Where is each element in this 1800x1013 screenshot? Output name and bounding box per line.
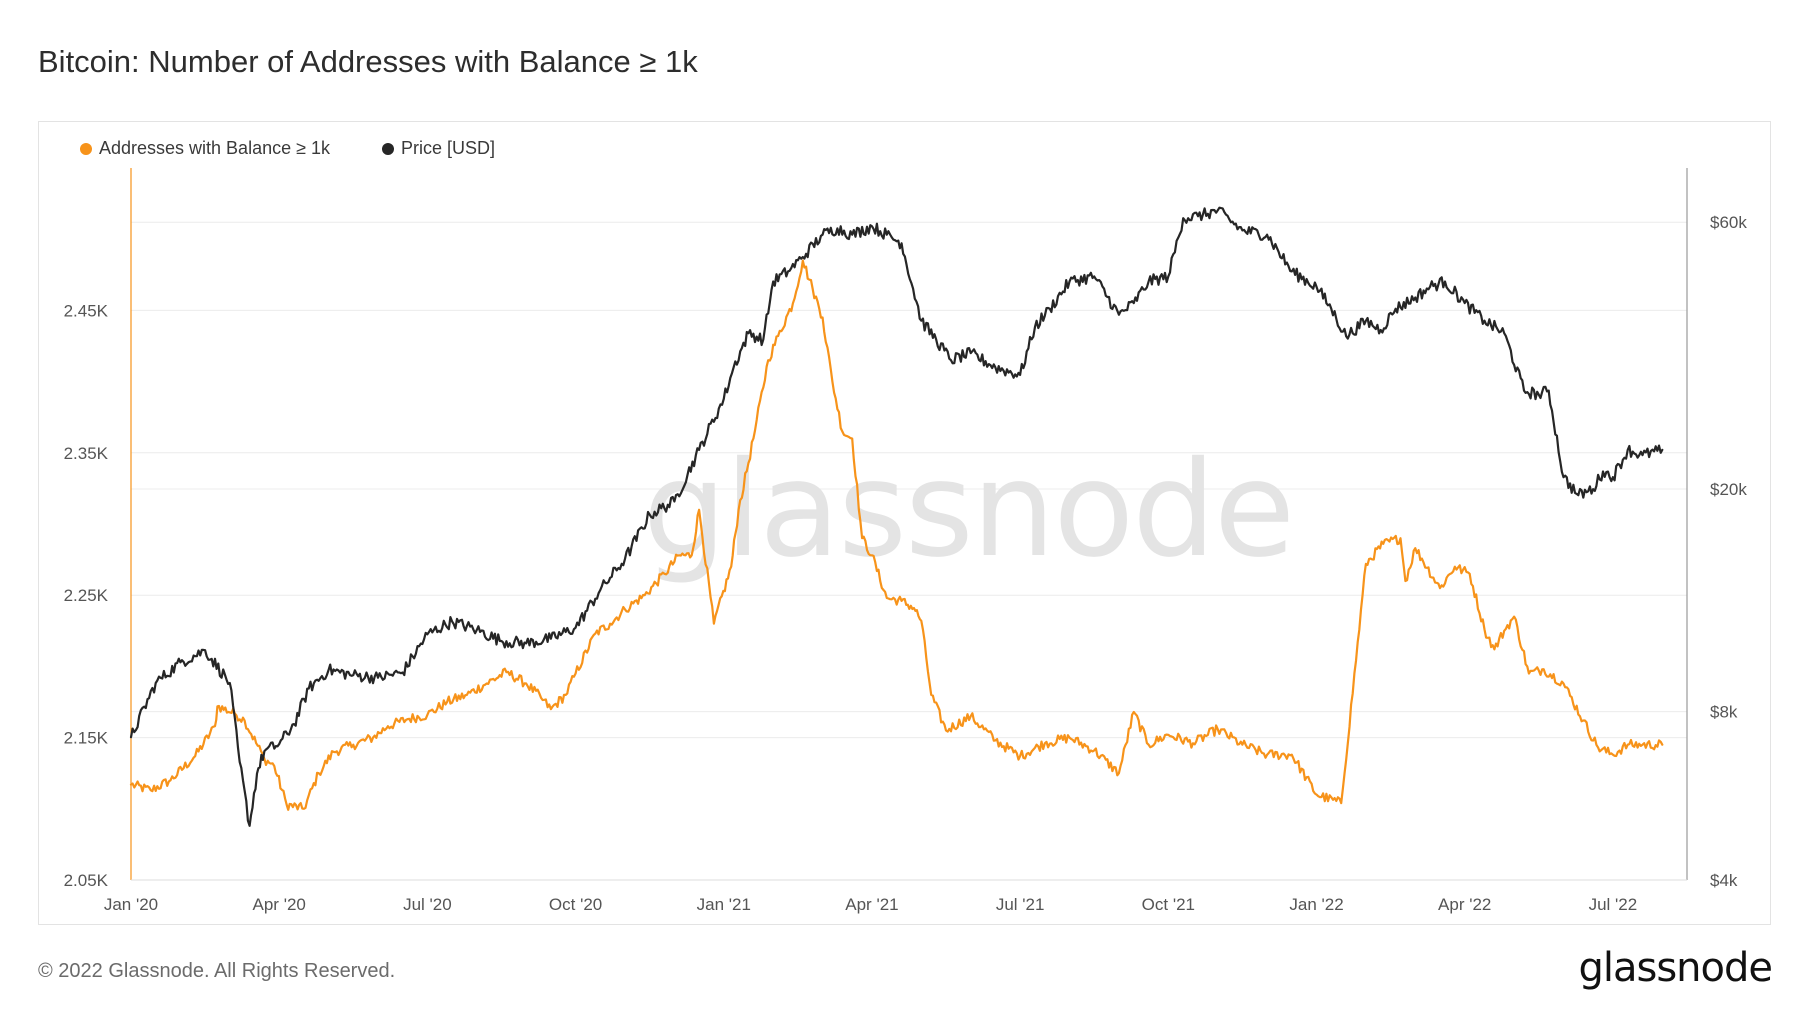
x-tick-label-6: Jul '21 xyxy=(996,895,1045,914)
x-tick-label-0: Jan '20 xyxy=(104,895,158,914)
legend-item-addresses[interactable]: Addresses with Balance ≥ 1k xyxy=(80,138,330,159)
legend-addresses-swatch xyxy=(80,142,92,155)
chart-legend: Addresses with Balance ≥ 1k Price [USD] xyxy=(80,138,495,159)
addresses-series-line xyxy=(129,259,1664,811)
right-tick-label-3: $60k xyxy=(1710,213,1747,232)
left-tick-label-3: 2.35K xyxy=(64,444,109,463)
x-tick-label-4: Jan '21 xyxy=(697,895,751,914)
axes xyxy=(130,168,1688,881)
x-tick-label-3: Oct '20 xyxy=(549,895,602,914)
tick-labels: 2.05K 2.15K 2.25K 2.35K 2.45K $4k $8k $20k $60k J… xyxy=(64,213,1748,914)
x-tick-label-9: Apr '22 xyxy=(1438,895,1491,914)
left-tick-label-4: 2.45K xyxy=(64,301,109,320)
watermark: glassnode xyxy=(643,433,1293,587)
series-lines xyxy=(129,206,1664,827)
x-tick-label-2: Jul '20 xyxy=(403,895,452,914)
glassnode-logo: glassnode xyxy=(1578,945,1773,991)
copyright-footer: © 2022 Glassnode. All Rights Reserved. xyxy=(38,960,396,982)
right-tick-label-0: $4k xyxy=(1710,871,1738,890)
legend-item-price[interactable]: Price [USD] xyxy=(382,138,495,159)
x-tick-label-5: Apr '21 xyxy=(845,895,898,914)
legend-addresses-label: Addresses with Balance ≥ 1k xyxy=(99,138,330,158)
chart-frame xyxy=(38,121,1771,925)
chart-title: Bitcoin: Number of Addresses with Balanc… xyxy=(38,44,698,79)
left-tick-label-0: 2.05K xyxy=(64,871,109,890)
price-series-line xyxy=(129,206,1664,827)
legend-price-label: Price [USD] xyxy=(401,138,496,158)
right-tick-label-2: $20k xyxy=(1710,480,1747,499)
x-tick-label-1: Apr '20 xyxy=(253,895,306,914)
x-tick-label-7: Oct '21 xyxy=(1142,895,1195,914)
left-tick-label-2: 2.25K xyxy=(64,586,109,605)
left-tick-label-1: 2.15K xyxy=(64,729,109,748)
legend-price-swatch xyxy=(382,142,394,155)
right-tick-label-1: $8k xyxy=(1710,703,1738,722)
x-tick-label-10: Jul '22 xyxy=(1589,895,1638,914)
x-tick-label-8: Jan '22 xyxy=(1289,895,1343,914)
